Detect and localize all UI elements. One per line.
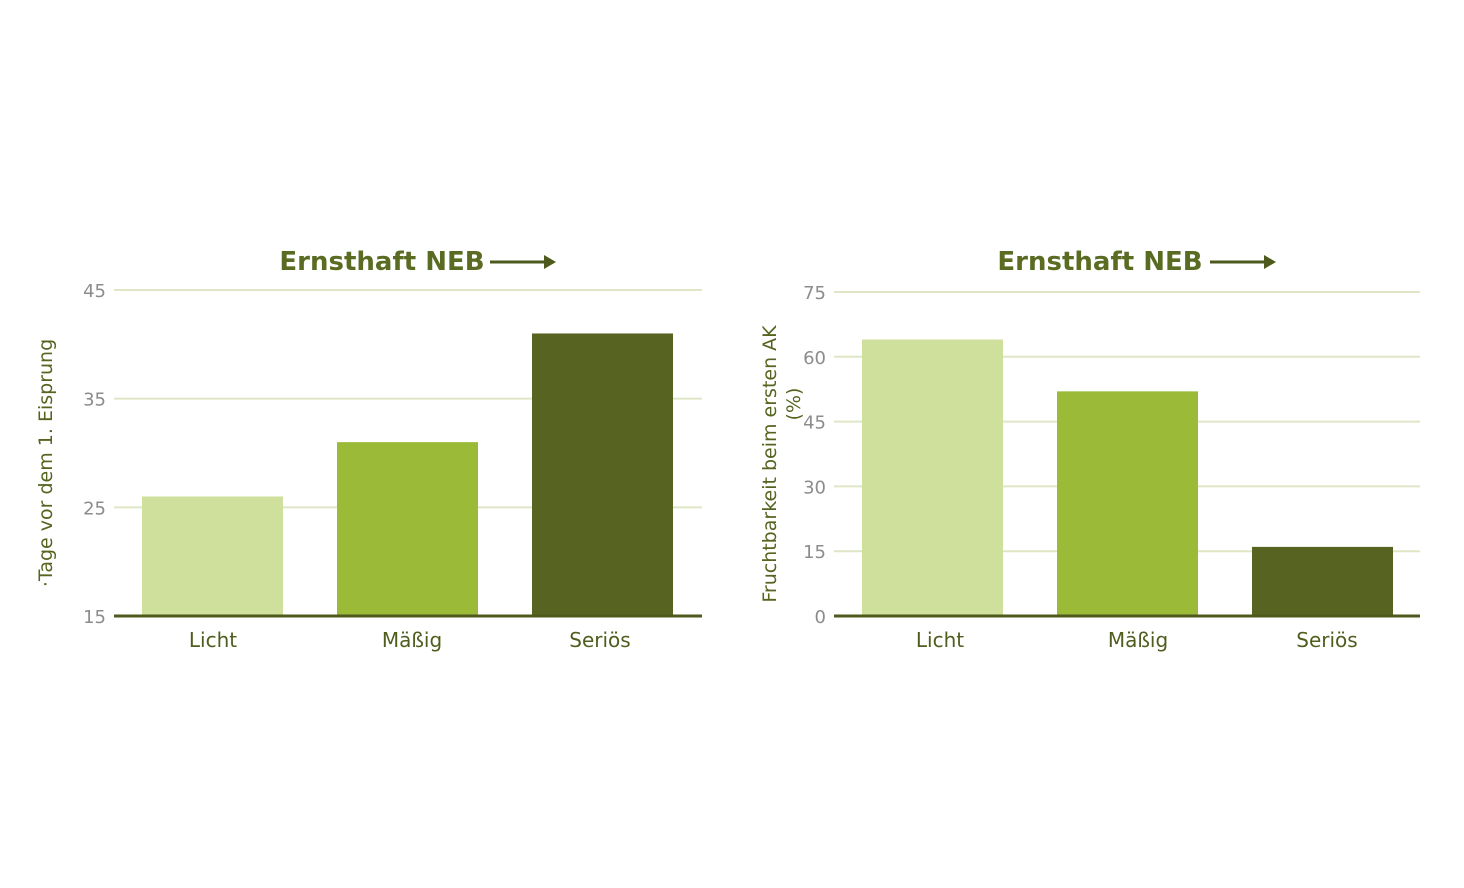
bar-licht	[862, 339, 1003, 616]
bar-seriös	[532, 333, 673, 616]
x-tick-label: Mäßig	[382, 628, 442, 652]
y-tick-label: 30	[803, 477, 826, 498]
bar-mäßig	[1057, 391, 1198, 616]
y-tick-label: 45	[803, 413, 826, 434]
y-tick-label: 25	[83, 498, 106, 519]
x-tick-label: Licht	[916, 628, 964, 652]
y-axis-label: Fruchtbarkeit beim ersten AK (%)	[759, 325, 805, 603]
x-tick-label: Seriös	[1296, 628, 1357, 652]
x-tick-label: Mäßig	[1108, 628, 1168, 652]
y-tick-label: 15	[803, 542, 826, 563]
chart-title: Ernsthaft NEB	[997, 247, 1202, 277]
x-tick-label: Seriös	[569, 628, 630, 652]
bar-seriös	[1252, 546, 1393, 616]
x-tick-label: Licht	[189, 628, 237, 652]
chart-title: Ernsthaft NEB	[279, 247, 484, 277]
bar-licht	[142, 496, 283, 616]
arrow-head-icon	[544, 255, 556, 269]
y-axis-label: ·Tage vor dem 1. Eisprung	[35, 339, 57, 587]
y-tick-label: 75	[803, 283, 826, 304]
y-tick-label: 0	[815, 607, 826, 628]
y-tick-label: 35	[83, 390, 106, 411]
y-tick-label: 60	[803, 348, 826, 369]
y-tick-label: 45	[83, 281, 106, 302]
bar-mäßig	[337, 442, 478, 616]
y-tick-label: 15	[83, 607, 106, 628]
arrow-head-icon	[1264, 255, 1276, 269]
